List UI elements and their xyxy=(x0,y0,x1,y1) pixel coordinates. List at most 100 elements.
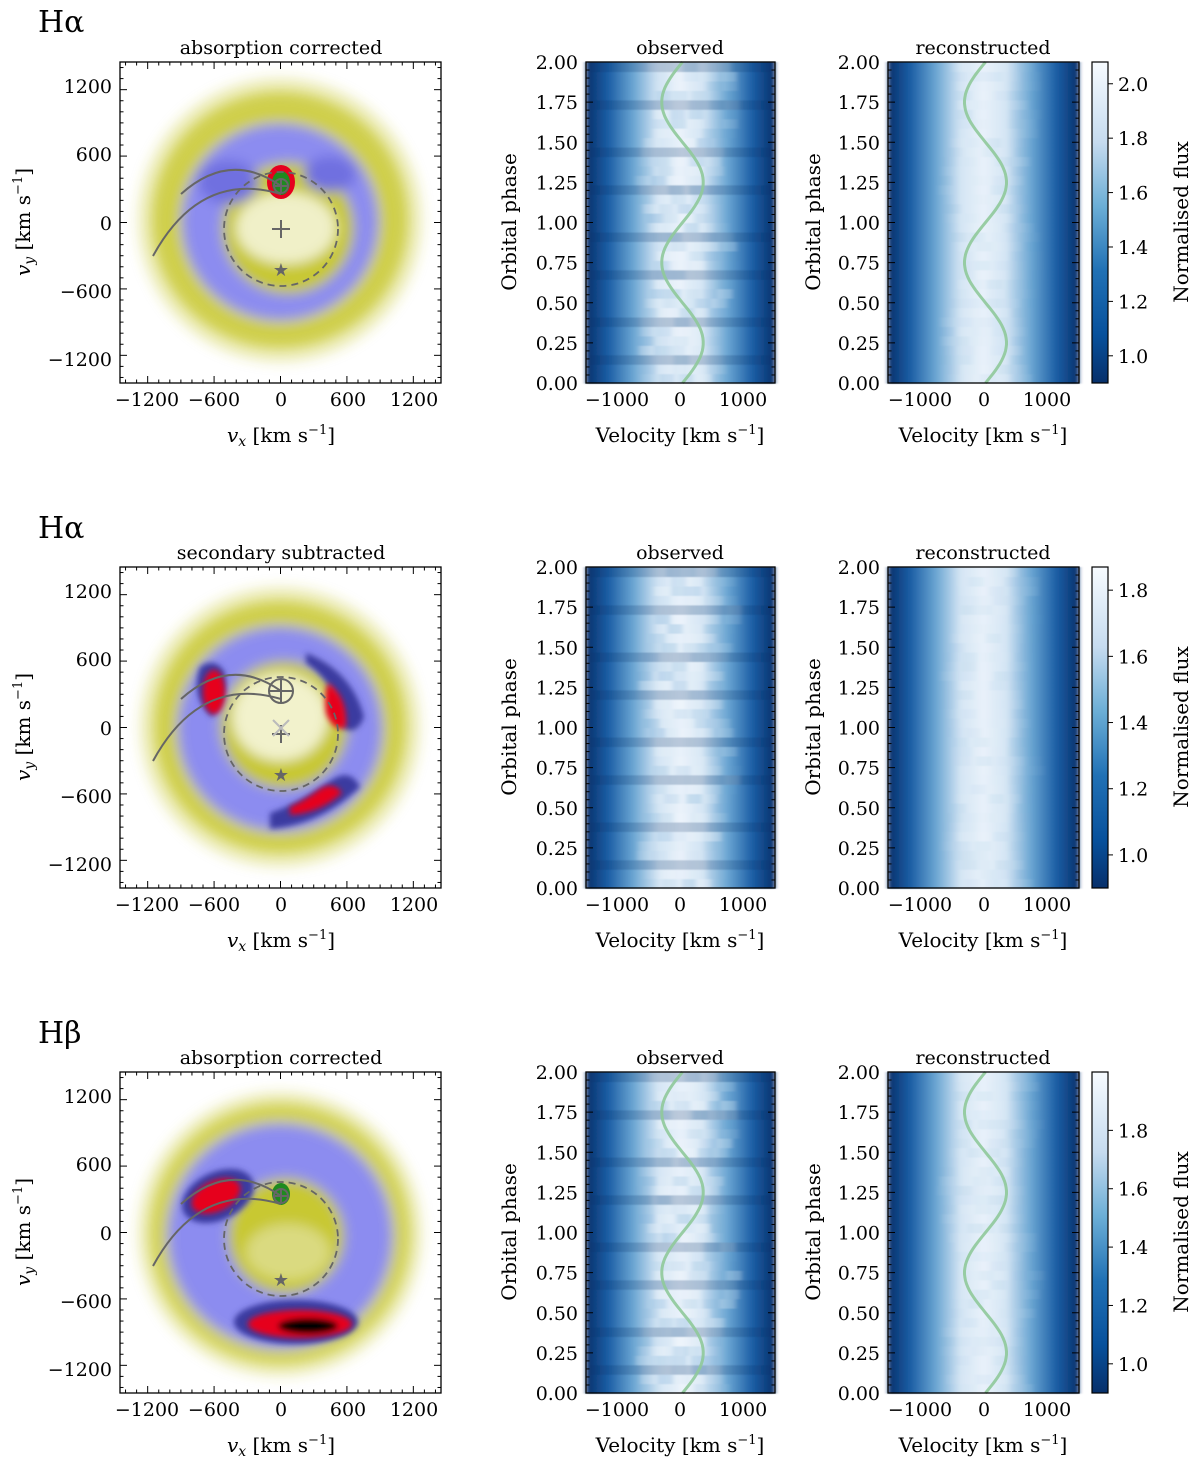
trail-cell xyxy=(702,1128,718,1139)
trail-row xyxy=(888,354,1079,365)
trail-cell xyxy=(988,232,1003,242)
trail-cell xyxy=(670,576,686,587)
trail-cell xyxy=(690,1355,706,1366)
trail-cell xyxy=(961,709,976,719)
trail-cell xyxy=(710,364,727,375)
colorbar-tick-label: 1.4 xyxy=(1118,713,1148,735)
trail-cell xyxy=(1010,1355,1026,1366)
trail-cell xyxy=(1024,576,1040,587)
trail-cell xyxy=(975,81,990,91)
trail-cell xyxy=(637,699,653,710)
doppler-map-3-xlabel: vx [km s−1] xyxy=(227,1433,335,1460)
trail-cell xyxy=(690,765,706,776)
trail-cell xyxy=(1019,298,1036,309)
doppler-map-2-yticklabels: −1200 −600 0 600 1200 xyxy=(48,581,112,876)
trail-cell xyxy=(995,251,1010,261)
trail-row xyxy=(888,326,1079,337)
trail-row xyxy=(888,298,1079,309)
trail-cell xyxy=(975,251,990,261)
trail-cell xyxy=(993,822,1008,832)
trail-cell xyxy=(674,1100,690,1111)
trail-cell xyxy=(694,1383,710,1394)
trail-row xyxy=(888,80,1079,91)
trail-cell xyxy=(1014,1157,1029,1167)
xtick-label: 0 xyxy=(275,1399,287,1421)
trail-cell xyxy=(974,279,989,289)
trail-cell xyxy=(657,670,673,681)
trail-cell xyxy=(1009,595,1024,605)
row-3: Hβ absorption corrected xyxy=(11,1016,1193,1460)
trail-cell xyxy=(1007,624,1022,634)
trail-cell xyxy=(1003,138,1018,148)
trail-cell xyxy=(672,1345,688,1356)
trail-cell xyxy=(971,1345,987,1356)
trail-cell xyxy=(996,661,1011,671)
ytick-label: 1200 xyxy=(64,1086,112,1108)
trail-cell xyxy=(685,680,701,691)
trail-row xyxy=(888,203,1079,214)
trail-cell xyxy=(713,222,729,233)
trail-cell xyxy=(667,71,683,82)
trail-row xyxy=(888,250,1079,261)
trail-cell xyxy=(1025,1100,1040,1110)
colorbar-tick-label: 1.2 xyxy=(1118,291,1148,313)
trail-cell xyxy=(963,1317,979,1328)
trail-cell xyxy=(718,279,734,290)
ytick-label: 1.25 xyxy=(838,677,880,699)
trail-cell xyxy=(967,222,983,233)
trail-cell xyxy=(711,661,726,671)
ytick-label: 0.00 xyxy=(838,1383,880,1405)
trail-cell xyxy=(724,109,740,120)
trail-cell xyxy=(687,623,703,634)
ytick-label: 2.00 xyxy=(838,557,880,579)
trail-cell xyxy=(968,1298,984,1309)
trail-cell xyxy=(1005,1128,1022,1139)
trail-cell xyxy=(948,718,963,728)
trail-cell xyxy=(974,840,991,851)
trail-cell xyxy=(649,727,666,738)
trail-observed-2-image xyxy=(586,567,775,889)
trail-cell xyxy=(939,1365,954,1375)
xtick-label: −1000 xyxy=(888,1399,952,1421)
trail-cell xyxy=(1013,317,1028,327)
trail-reconstructed-2-yticklabels: 0.00 0.25 0.50 0.75 1.00 1.25 1.50 1.75 2.00 xyxy=(838,557,880,900)
trail-cell xyxy=(658,812,674,823)
trail-cell xyxy=(941,165,958,176)
doppler-map-1-title: absorption corrected xyxy=(180,37,383,59)
trail-cell xyxy=(1009,1280,1024,1290)
trail-cell xyxy=(1004,1241,1020,1252)
trail-row xyxy=(586,642,775,653)
trail-cell xyxy=(955,793,971,804)
trail-cell xyxy=(654,71,669,81)
trail-cell xyxy=(655,118,671,129)
trail-cell xyxy=(1028,1110,1043,1120)
trail-cell xyxy=(947,812,963,823)
trail-cell xyxy=(986,71,1002,82)
trail-cell xyxy=(641,1175,657,1186)
trail-cell xyxy=(686,279,701,289)
trail-observed-3-ylabel: Orbital phase xyxy=(497,1163,521,1301)
xtick-label: −1000 xyxy=(888,894,952,916)
trail-cell xyxy=(1010,614,1025,624)
trail-cell xyxy=(689,1336,705,1347)
trail-cell xyxy=(960,699,976,710)
ytick-label: 1.25 xyxy=(838,1182,880,1204)
trail-cell xyxy=(990,1279,1007,1290)
trail-reconstructed-3: reconstructed −1000 0 1000 0.000.250.500… xyxy=(801,1047,1080,1457)
trail-cell xyxy=(1027,614,1043,625)
trail-cell xyxy=(1003,222,1020,233)
trail-cell xyxy=(648,222,664,233)
ytick-label: 1.50 xyxy=(536,1142,578,1164)
trail-cell xyxy=(995,859,1011,870)
trail-cell xyxy=(1023,1081,1039,1092)
trail-cell xyxy=(709,1317,725,1328)
colorbar-tick-label: 1.0 xyxy=(1118,346,1148,368)
doppler-map-1-xticklabels: −1200 −600 0 600 1200 xyxy=(115,389,438,411)
trail-cell xyxy=(677,203,693,214)
trail-row xyxy=(888,727,1079,738)
doppler-map-3: absorption corrected xyxy=(11,1047,442,1460)
trail-cell xyxy=(670,1185,685,1195)
trail-cell xyxy=(1022,128,1038,139)
trail-cell xyxy=(994,1374,1010,1385)
trail-cell xyxy=(638,335,654,346)
